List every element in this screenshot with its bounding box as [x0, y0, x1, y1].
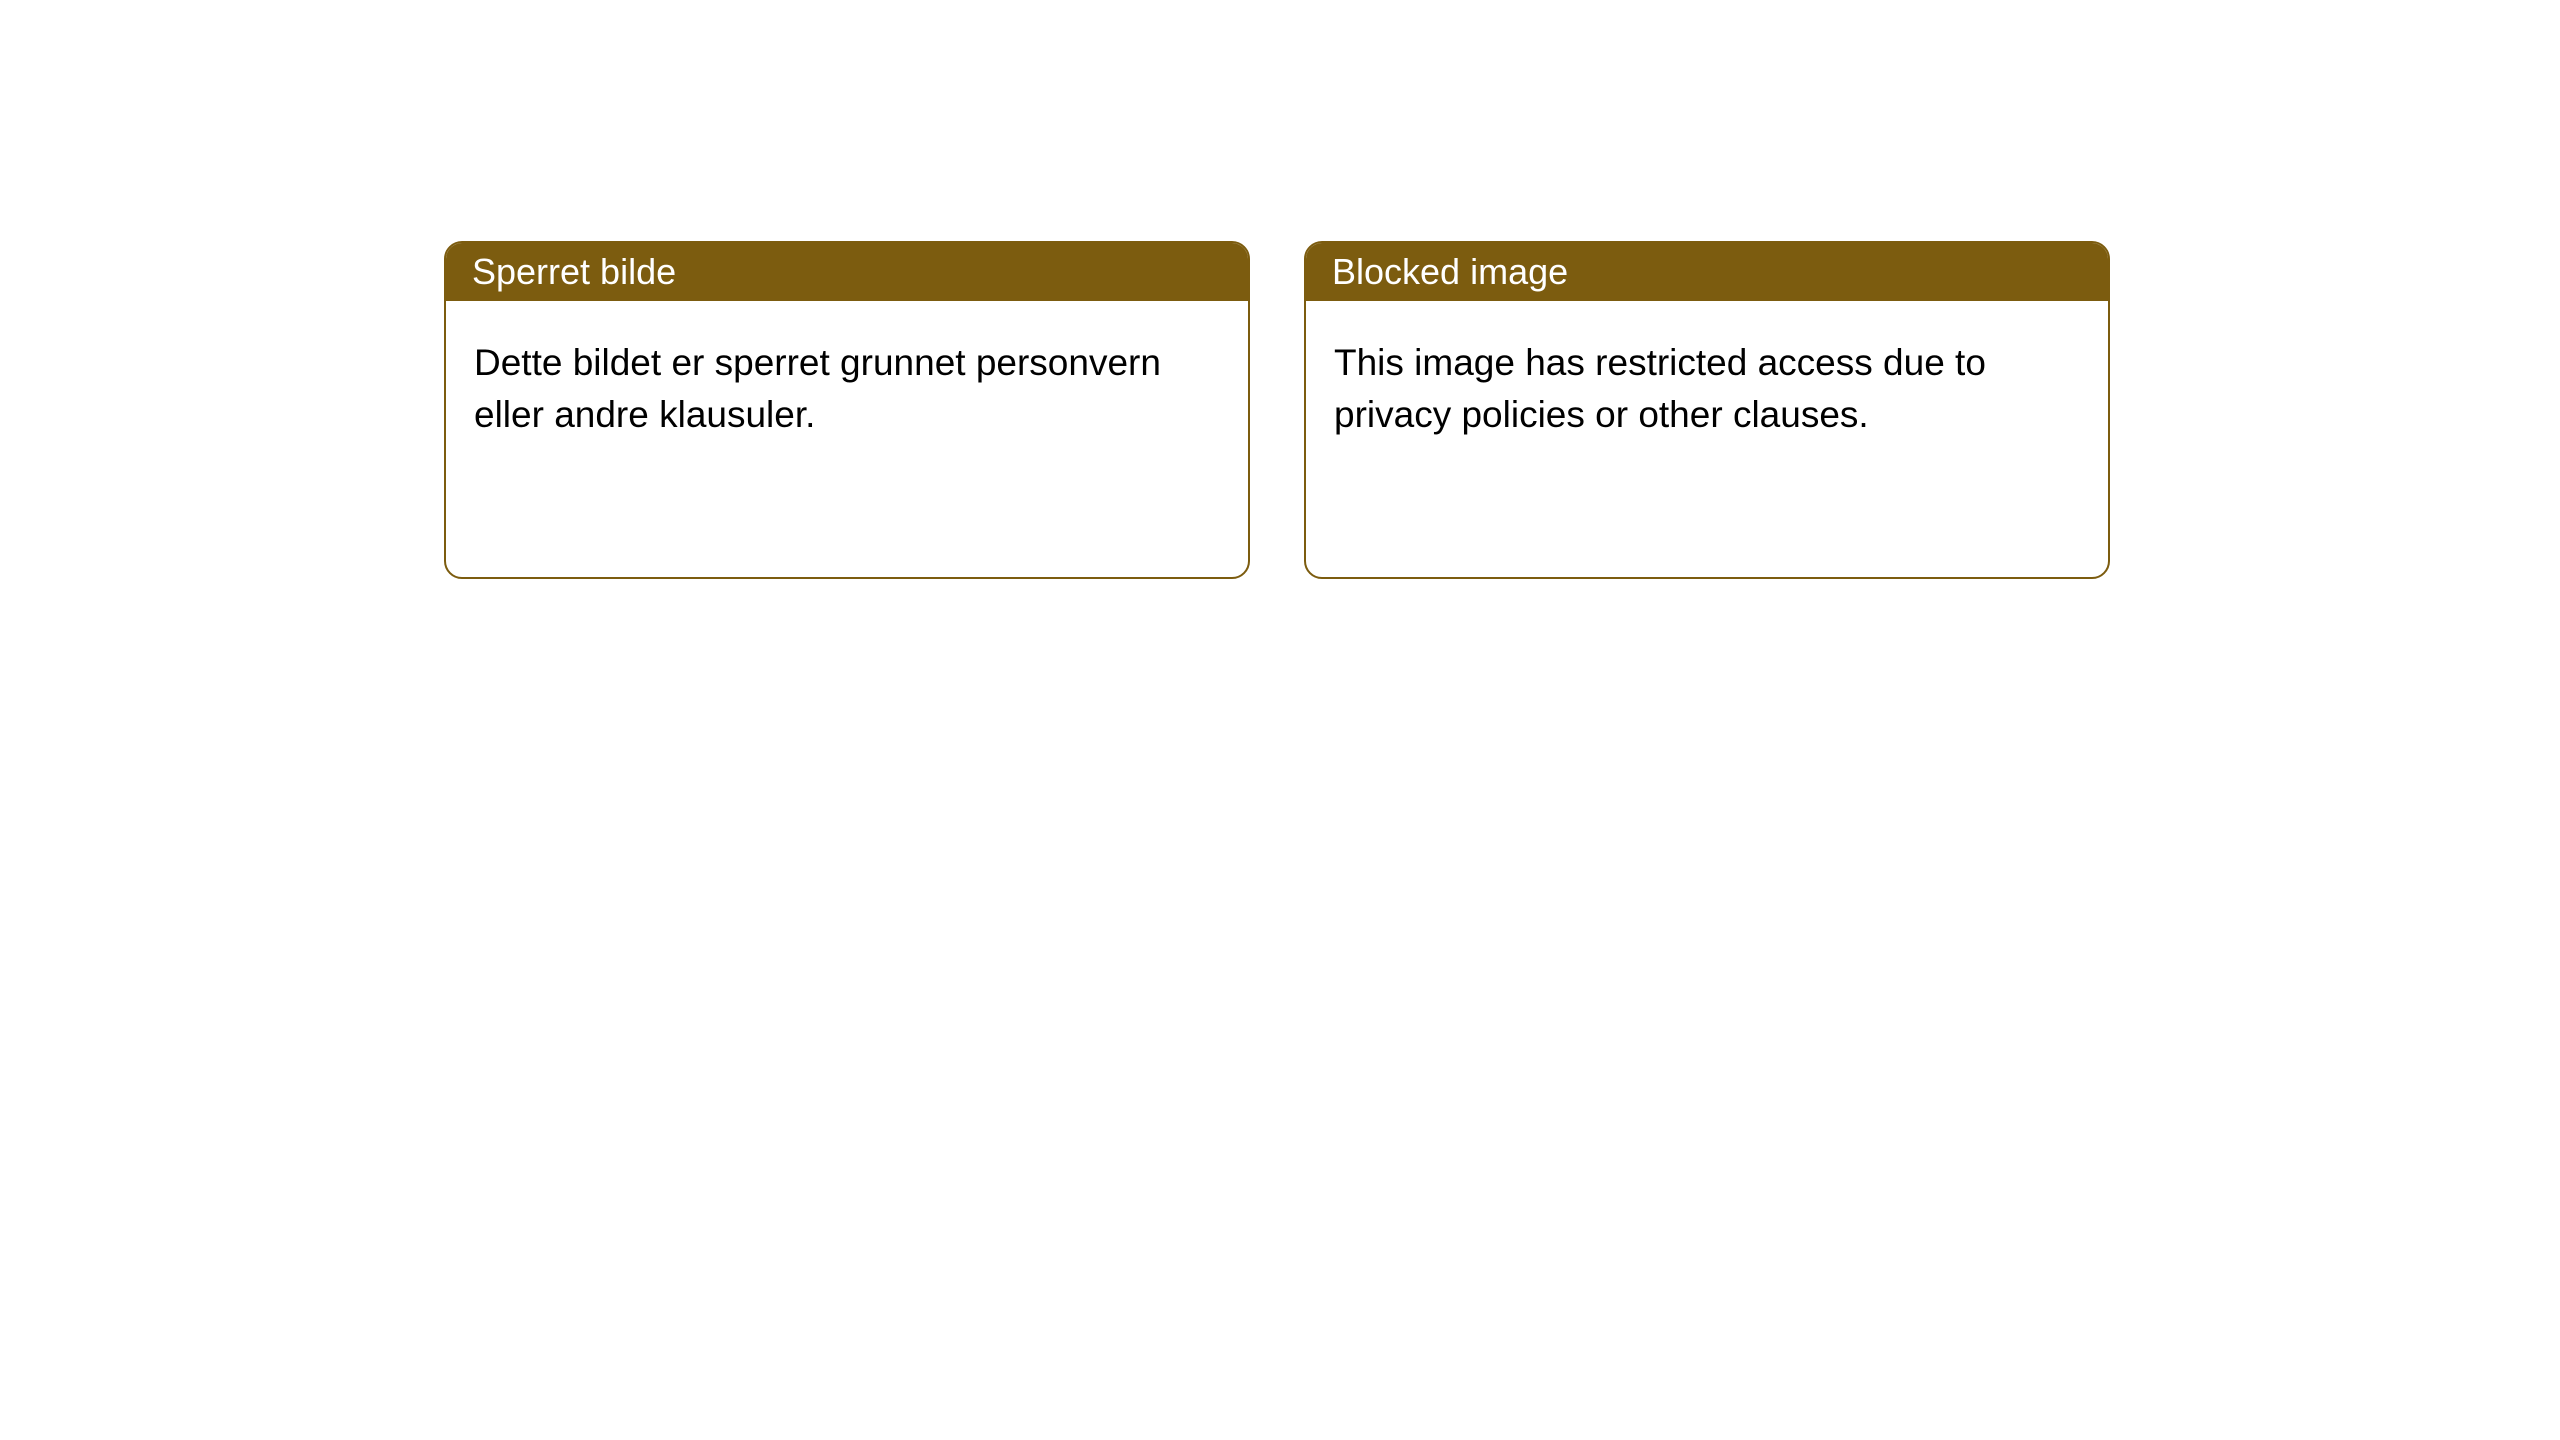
card-title: Blocked image — [1332, 251, 1568, 293]
notice-card-english: Blocked image This image has restricted … — [1304, 241, 2110, 579]
card-title: Sperret bilde — [472, 251, 676, 293]
card-header: Sperret bilde — [446, 243, 1248, 301]
card-body: This image has restricted access due to … — [1306, 301, 2108, 477]
card-body-text: This image has restricted access due to … — [1334, 342, 1986, 435]
notice-card-norwegian: Sperret bilde Dette bildet er sperret gr… — [444, 241, 1250, 579]
notice-container: Sperret bilde Dette bildet er sperret gr… — [0, 0, 2560, 579]
card-body: Dette bildet er sperret grunnet personve… — [446, 301, 1248, 477]
card-header: Blocked image — [1306, 243, 2108, 301]
card-body-text: Dette bildet er sperret grunnet personve… — [474, 342, 1161, 435]
